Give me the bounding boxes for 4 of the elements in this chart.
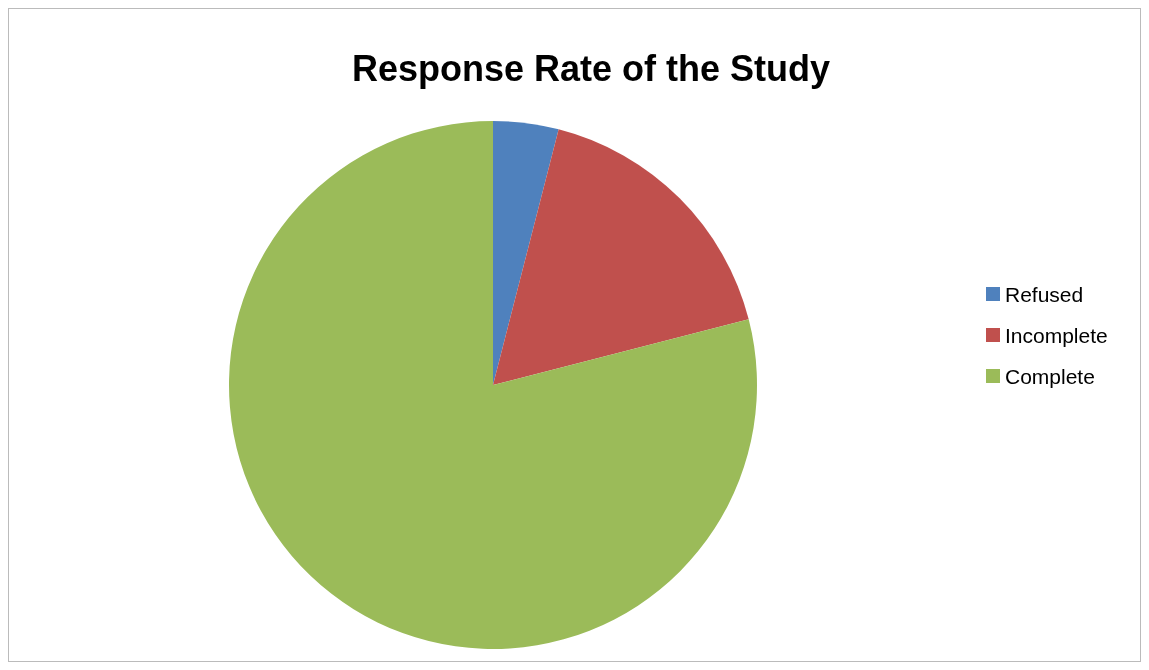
legend-label: Complete: [1005, 364, 1095, 388]
legend-label: Incomplete: [1005, 323, 1108, 347]
chart-title: Response Rate of the Study: [351, 47, 831, 89]
legend-label: Refused: [1005, 282, 1084, 306]
